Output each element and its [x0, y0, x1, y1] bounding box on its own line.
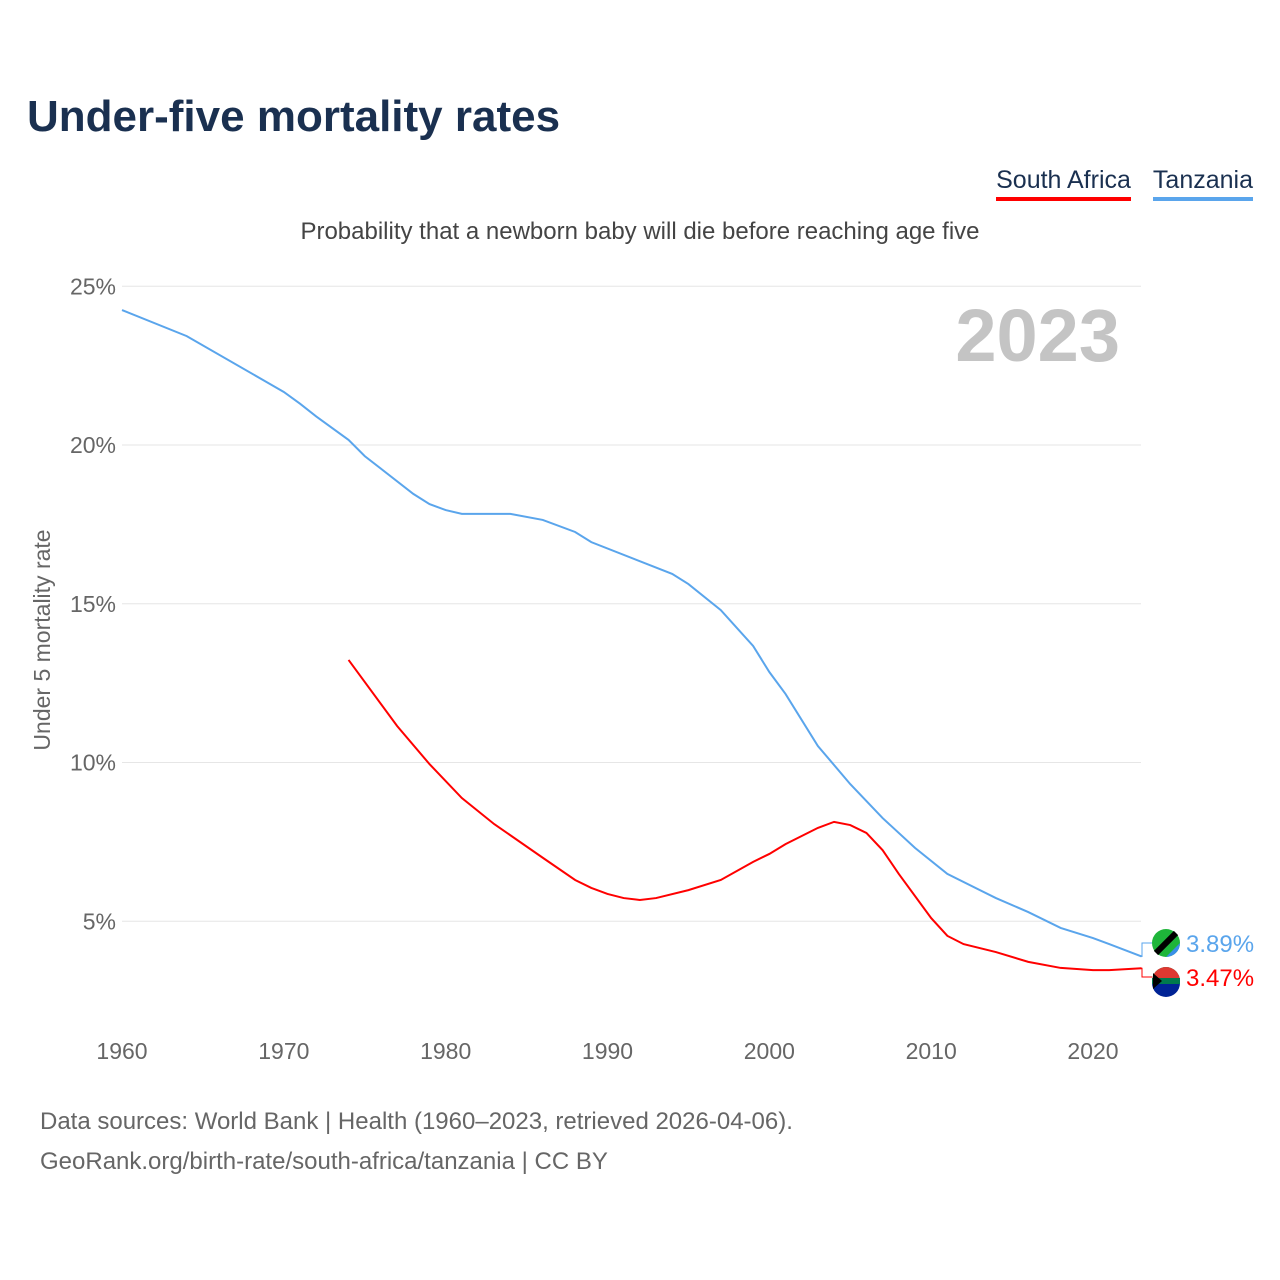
flag-part [1152, 983, 1180, 997]
x-tick-label: 1980 [420, 1038, 471, 1064]
y-tick-label: 15% [70, 591, 116, 617]
source-line-2[interactable]: GeoRank.org/birth-rate/south-africa/tanz… [40, 1148, 608, 1175]
x-tick-label: 1960 [96, 1038, 147, 1064]
year-label: 2023 [955, 294, 1120, 377]
x-tick-label: 1990 [582, 1038, 633, 1064]
series-line-tanzania [121, 309, 1142, 958]
source-line-1: Data sources: World Bank | Health (1960–… [40, 1108, 793, 1135]
chart-title: Under-five mortality rates [27, 92, 561, 141]
chart-subtitle: Probability that a newborn baby will die… [300, 218, 980, 245]
y-tick-label: 25% [70, 273, 116, 299]
x-tick-label: 2010 [906, 1038, 957, 1064]
y-tick-label: 10% [70, 750, 116, 776]
flag-stripe [1153, 930, 1179, 956]
end-connector [1141, 942, 1152, 957]
end-value-label: 3.47% [1186, 965, 1254, 992]
y-tick-label: 5% [83, 908, 116, 934]
x-tick-label: 2000 [744, 1038, 795, 1064]
flag-part [1152, 978, 1180, 984]
legend: South Africa Tanzania [996, 166, 1253, 201]
series-line-south-africa [347, 659, 1142, 972]
flag-part [1152, 967, 1180, 981]
y-axis-label: Under 5 mortality rate [29, 529, 55, 750]
x-tick-label: 2020 [1067, 1038, 1118, 1064]
flag-part [1166, 943, 1180, 957]
end-value-label: 3.89% [1186, 931, 1254, 958]
flag-part [1153, 973, 1162, 989]
end-connector [1141, 967, 1152, 978]
legend-south-africa[interactable]: South Africa [996, 166, 1131, 201]
legend-tanzania[interactable]: Tanzania [1152, 166, 1253, 201]
x-tick-label: 1970 [258, 1038, 309, 1064]
y-tick-label: 20% [70, 432, 116, 458]
